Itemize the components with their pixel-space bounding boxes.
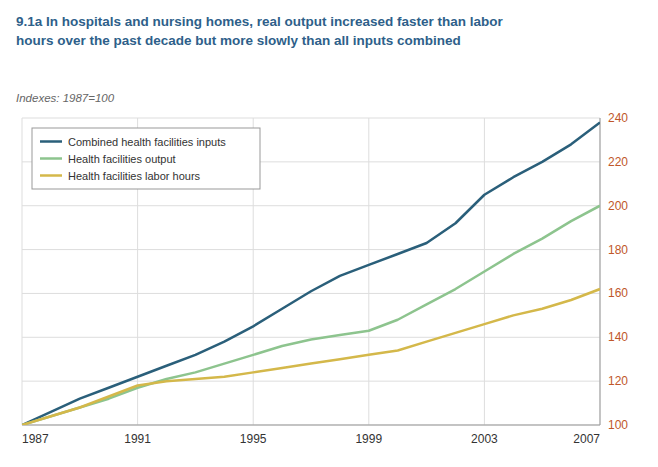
x-axis-line <box>22 425 600 426</box>
y-grid-line <box>22 249 600 250</box>
y-tick-label: 200 <box>608 199 628 213</box>
subtitle: Indexes: 1987=100 <box>16 92 115 104</box>
x-tick-label: 1991 <box>124 432 151 446</box>
legend-label: Combined health facilities inputs <box>68 136 226 148</box>
y-tick-label: 140 <box>608 330 628 344</box>
x-tick-label: 2003 <box>471 432 498 446</box>
legend-label: Health facilities labor hours <box>68 170 201 182</box>
chart: 9.1a In hospitals and nursing homes, rea… <box>0 0 658 467</box>
y-grid-line <box>22 205 600 206</box>
legend-swatch <box>40 140 62 143</box>
y-grid-line <box>22 118 600 119</box>
x-tick-label: 1987 <box>22 432 49 446</box>
x-grid-line <box>600 118 601 425</box>
y-tick-label: 160 <box>608 286 628 300</box>
grid <box>22 118 600 425</box>
y-tick-label: 120 <box>608 374 628 388</box>
y-axis-line <box>600 118 601 425</box>
series-line <box>22 289 600 425</box>
y-grid-line <box>22 293 600 294</box>
legend: Combined health facilities inputs Health … <box>32 128 260 189</box>
legend-label: Health facilities output <box>68 153 176 165</box>
y-grid-line <box>22 337 600 338</box>
y-tick-label: 100 <box>608 418 628 432</box>
title: 9.1a In hospitals and nursing homes, rea… <box>16 14 504 48</box>
legend-swatch <box>40 174 62 177</box>
y-grid-line <box>22 425 600 426</box>
series-line <box>22 206 600 425</box>
y-grid-line <box>22 381 600 382</box>
x-tick-label: 1999 <box>355 432 382 446</box>
y-tick-label: 220 <box>608 155 628 169</box>
x-grid-line <box>22 118 23 425</box>
x-tick-label: 1995 <box>240 432 267 446</box>
series-line <box>22 122 600 425</box>
y-tick-label: 240 <box>608 111 628 125</box>
x-grid-line <box>368 118 369 425</box>
legend-swatch <box>40 157 62 160</box>
x-tick-label: 2007 <box>573 432 600 446</box>
legend-box <box>32 128 260 189</box>
y-tick-label: 180 <box>608 243 628 257</box>
lines <box>22 122 600 425</box>
